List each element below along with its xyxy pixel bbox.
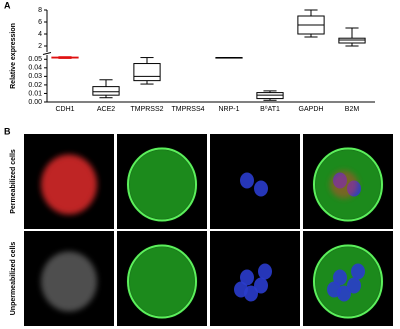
stain-outline — [127, 244, 197, 319]
image-label: Merged — [369, 236, 389, 242]
stain — [128, 148, 196, 221]
image-label: ACE2 — [28, 236, 44, 242]
nucleus — [258, 263, 272, 280]
stain — [41, 251, 97, 312]
micrograph: Merged — [303, 134, 393, 229]
micrograph: E-cadherin — [24, 134, 114, 229]
micrograph: Actin — [117, 231, 207, 326]
image-label: Merged — [369, 139, 389, 145]
x-tick-label: CDH1 — [55, 106, 74, 113]
nucleus — [240, 172, 254, 189]
y-tick-label: 0.02 — [28, 82, 42, 89]
stain-outline — [313, 244, 383, 319]
stain — [330, 170, 358, 199]
stain-outline — [313, 147, 383, 222]
x-tick-label: B⁰AT1 — [260, 105, 280, 113]
y-axis-title: Relative expression — [10, 23, 17, 89]
y-tick-label: 2 — [38, 43, 42, 50]
image-label: Actin — [135, 139, 148, 145]
row-label: Permeabilized cells — [10, 149, 17, 214]
image-background — [210, 134, 300, 229]
micrograph: Nucleus — [210, 231, 300, 326]
x-tick-label: ACE2 — [97, 106, 115, 113]
nucleus — [254, 180, 268, 197]
box — [92, 86, 120, 96]
nucleus — [234, 281, 248, 298]
row-label: Unpermeabilized cells — [10, 242, 17, 316]
image-background — [210, 231, 300, 326]
y-tick-label: 8 — [38, 7, 42, 14]
micrograph: Actin — [117, 134, 207, 229]
stain-outline — [127, 147, 197, 222]
box — [338, 37, 366, 44]
image-label: Actin — [135, 236, 148, 242]
y-tick-label: 4 — [38, 31, 42, 38]
image-label: E-cadherin — [28, 139, 57, 145]
nucleus — [240, 269, 254, 286]
nucleus — [327, 281, 341, 298]
x-tick-label: TMPRSS4 — [171, 106, 204, 113]
image-label: Nucleus — [228, 236, 250, 242]
x-tick-label: B2M — [345, 106, 360, 113]
y-tick-label: 0.01 — [28, 90, 42, 97]
panel-label: B — [4, 126, 11, 136]
stain — [41, 154, 97, 215]
panel-label: A — [4, 0, 11, 10]
y-tick-label: 0.00 — [28, 99, 42, 106]
micrograph: Nucleus — [210, 134, 300, 229]
x-tick-label: TMPRSS2 — [130, 106, 163, 113]
y-tick-label: 6 — [38, 19, 42, 26]
nucleus — [351, 263, 365, 280]
image-label: Nucleus — [228, 139, 250, 145]
micrograph: ACE2 — [24, 231, 114, 326]
nucleus — [333, 269, 347, 286]
box — [133, 63, 161, 82]
y-tick-label: 0.05 — [28, 56, 42, 63]
axis-break — [42, 52, 52, 55]
y-tick-label: 0.03 — [28, 73, 42, 80]
nucleus — [347, 277, 361, 294]
stain — [128, 245, 196, 318]
micrograph: Merged — [303, 231, 393, 326]
x-tick-label: GAPDH — [299, 106, 324, 113]
x-tick-label: NRP-1 — [218, 106, 239, 113]
y-tick-label: 0.04 — [28, 65, 42, 72]
nucleus — [254, 277, 268, 294]
